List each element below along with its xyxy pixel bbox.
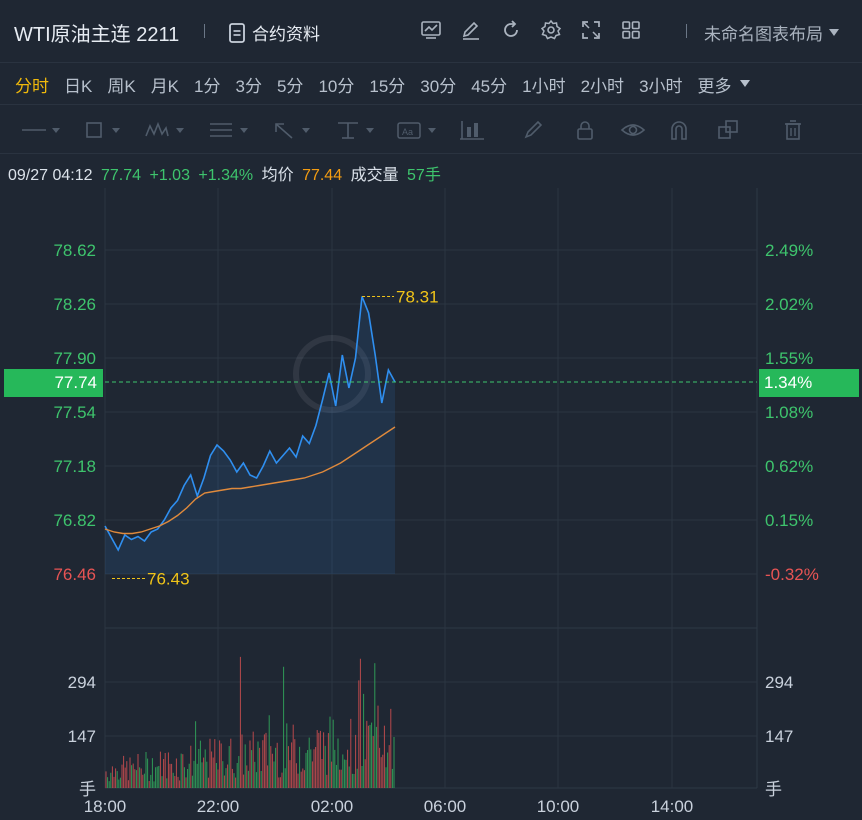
svg-text:Aa: Aa <box>402 127 413 137</box>
watermark-logo <box>293 335 371 413</box>
settings-icon[interactable] <box>539 18 563 42</box>
current-price-flag: 77.74 <box>4 369 103 397</box>
contract-info-label: 合约资料 <box>252 25 320 44</box>
price-tick-label: 78.26 <box>53 295 96 314</box>
volume-tick-label: 147 <box>765 727 793 746</box>
chevron-down-icon <box>739 80 750 87</box>
high-price-label: 78.31 <box>396 288 439 307</box>
fullscreen-icon[interactable] <box>579 18 603 42</box>
wave-tool-icon[interactable] <box>144 119 190 141</box>
period-tab[interactable]: 3分 <box>235 76 262 96</box>
edit-icon[interactable] <box>459 18 483 42</box>
divider <box>686 24 687 38</box>
period-tab[interactable]: 3小时 <box>639 76 683 96</box>
pct-tick-label: -0.32% <box>765 565 819 584</box>
document-icon <box>229 22 245 43</box>
avg-price-value: 77.44 <box>302 167 343 184</box>
bars-tool-icon[interactable] <box>458 119 486 141</box>
more-periods-button[interactable]: 更多 <box>698 72 750 97</box>
line-tool-icon[interactable] <box>20 119 66 141</box>
rectangle-tool-icon[interactable] <box>84 119 126 141</box>
volume-tick-label: 147 <box>68 727 96 746</box>
price-tick-label: 78.62 <box>53 241 96 260</box>
volume-tick-label: 294 <box>68 673 96 692</box>
period-tabs: 分时 日K 周K 月K 1分 3分 5分 10分 15分 30分 45分 1小时 2小时 3小时 更多 <box>0 62 862 105</box>
period-tab[interactable]: 15分 <box>369 76 406 96</box>
time-tick-label: 06:00 <box>424 797 467 816</box>
period-tab[interactable]: 1小时 <box>522 76 566 96</box>
grid-icon[interactable] <box>619 18 643 42</box>
time-tick-label: 10:00 <box>537 797 580 816</box>
pct-tick-label: 0.15% <box>765 511 813 530</box>
contract-info-button[interactable]: 合约资料 <box>228 20 320 45</box>
text-tool-icon[interactable]: Aa <box>396 119 442 141</box>
pct-tick-label: 0.62% <box>765 457 813 476</box>
price-tick-label: 77.54 <box>53 403 96 422</box>
volume-value: 57手 <box>407 167 441 184</box>
layout-dropdown[interactable]: 未命名图表布局 <box>704 20 839 45</box>
measure-tool-icon[interactable] <box>336 119 382 141</box>
price-tick-label: 77.18 <box>53 457 96 476</box>
price-line <box>104 296 396 552</box>
period-tab[interactable]: 日K <box>64 76 93 96</box>
time-tick-label: 22:00 <box>197 797 240 816</box>
pct-tick-label: 1.55% <box>765 349 813 368</box>
quote-change: +1.03 <box>149 167 190 184</box>
header-toolbar <box>419 18 643 42</box>
time-tick-label: 02:00 <box>311 797 354 816</box>
volume-unit-label: 手 <box>79 780 96 799</box>
divider <box>204 24 205 38</box>
header-bar: WTI原油主连 2211 合约资料 未命名图表布局 <box>0 0 862 62</box>
quote-info-bar: 09/27 04:12 77.74 +1.03 +1.34% 均价 77.44 … <box>8 161 445 185</box>
current-pct-flag: 1.34% <box>759 369 859 397</box>
avg-price-line <box>104 426 396 535</box>
period-tab[interactable]: 月K <box>150 76 180 96</box>
time-tick-label: 14:00 <box>651 797 694 816</box>
price-tick-label: 76.46 <box>53 565 96 584</box>
volume-label: 成交量 <box>350 167 399 184</box>
intraday-chart[interactable]: 78.62 2.49% 78.26 2.02% 77.90 1.55% 77.54 1.08%… <box>0 188 862 820</box>
period-tab[interactable]: 1分 <box>194 76 221 96</box>
trash-icon[interactable] <box>782 119 804 141</box>
avg-price-label: 均价 <box>261 167 294 184</box>
low-price-label: 76.43 <box>147 570 190 589</box>
brush-icon[interactable] <box>522 119 546 141</box>
period-tab[interactable]: 5分 <box>276 76 304 96</box>
fib-tool-icon[interactable] <box>208 119 254 141</box>
period-tab[interactable]: 2小时 <box>580 76 625 96</box>
time-tick-label: 18:00 <box>84 797 127 816</box>
magnet-icon[interactable] <box>668 119 690 141</box>
layers-icon[interactable] <box>716 119 742 141</box>
pct-tick-label: 2.49% <box>765 241 813 260</box>
arrow-tool-icon[interactable] <box>272 119 318 141</box>
pct-tick-label: 1.08% <box>765 403 813 422</box>
period-tab[interactable]: 10分 <box>318 76 355 96</box>
quote-change-pct: +1.34% <box>198 167 254 184</box>
price-area <box>105 296 395 574</box>
quote-price: 77.74 <box>100 167 142 184</box>
drawing-toolbar: Aa <box>0 104 862 154</box>
indicator-icon[interactable] <box>419 18 443 42</box>
eye-icon[interactable] <box>620 119 646 141</box>
chevron-down-icon <box>829 28 839 36</box>
lock-icon[interactable] <box>574 119 596 141</box>
period-tab[interactable]: 45分 <box>471 76 508 96</box>
price-tick-label: 77.90 <box>53 349 96 368</box>
period-tab[interactable]: 分时 <box>15 76 49 96</box>
quote-time: 09/27 04:12 <box>8 167 93 184</box>
price-tick-label: 76.82 <box>53 511 96 530</box>
pct-tick-label: 2.02% <box>765 295 813 314</box>
period-tab[interactable]: 周K <box>107 76 136 96</box>
volume-tick-label: 294 <box>765 673 793 692</box>
instrument-title[interactable]: WTI原油主连 2211 <box>14 24 180 46</box>
more-label: 更多 <box>697 76 732 96</box>
layout-label: 未命名图表布局 <box>704 25 823 44</box>
refresh-icon[interactable] <box>499 18 523 42</box>
volume-unit-label: 手 <box>765 780 782 799</box>
period-tab[interactable]: 30分 <box>420 76 457 96</box>
